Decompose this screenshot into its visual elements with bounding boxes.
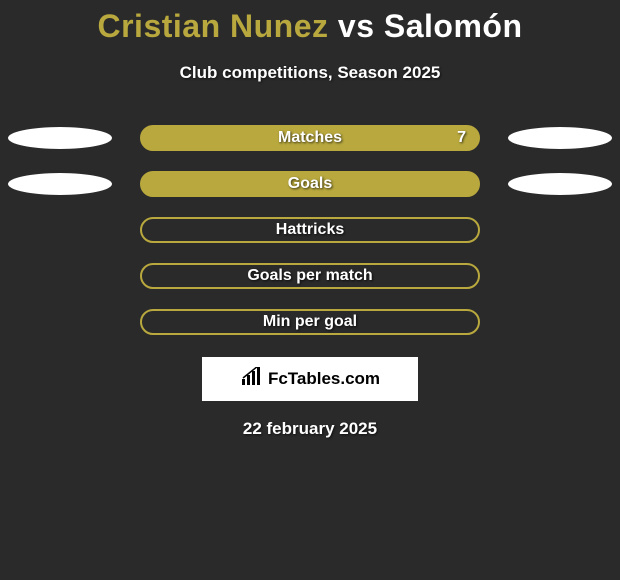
stat-row: Hattricks: [0, 217, 620, 243]
stat-value-right: 7: [457, 129, 466, 147]
stat-row: Goals: [0, 171, 620, 197]
left-marker: [8, 173, 112, 195]
logo-text: FcTables.com: [268, 369, 380, 389]
comparison-card: Cristian Nunez vs Salomón Club competiti…: [0, 0, 620, 439]
stat-bar: Goals: [140, 171, 480, 197]
logo-inner: FcTables.com: [240, 367, 380, 392]
subtitle: Club competitions, Season 2025: [0, 63, 620, 83]
stat-row: Min per goal: [0, 309, 620, 335]
stat-bar: Matches 7: [140, 125, 480, 151]
right-marker: [508, 127, 612, 149]
stat-bar: Hattricks: [140, 217, 480, 243]
player1-name: Cristian Nunez: [97, 8, 328, 44]
player2-name: Salomón: [384, 8, 523, 44]
stat-row: Goals per match: [0, 263, 620, 289]
stats-section: Matches 7 Goals Hattricks Goals per match Min…: [0, 125, 620, 335]
left-marker: [8, 127, 112, 149]
date-label: 22 february 2025: [0, 419, 620, 439]
chart-icon: [240, 367, 264, 392]
stat-row: Matches 7: [0, 125, 620, 151]
stat-label: Goals per match: [247, 267, 372, 285]
right-marker: [508, 173, 612, 195]
page-title: Cristian Nunez vs Salomón: [0, 8, 620, 45]
stat-label: Goals: [288, 175, 332, 193]
vs-separator: vs: [338, 8, 375, 44]
stat-label: Matches: [278, 129, 342, 147]
stat-bar: Min per goal: [140, 309, 480, 335]
stat-bar: Goals per match: [140, 263, 480, 289]
logo-box: FcTables.com: [202, 357, 418, 401]
stat-label: Min per goal: [263, 313, 357, 331]
stat-label: Hattricks: [276, 221, 344, 239]
